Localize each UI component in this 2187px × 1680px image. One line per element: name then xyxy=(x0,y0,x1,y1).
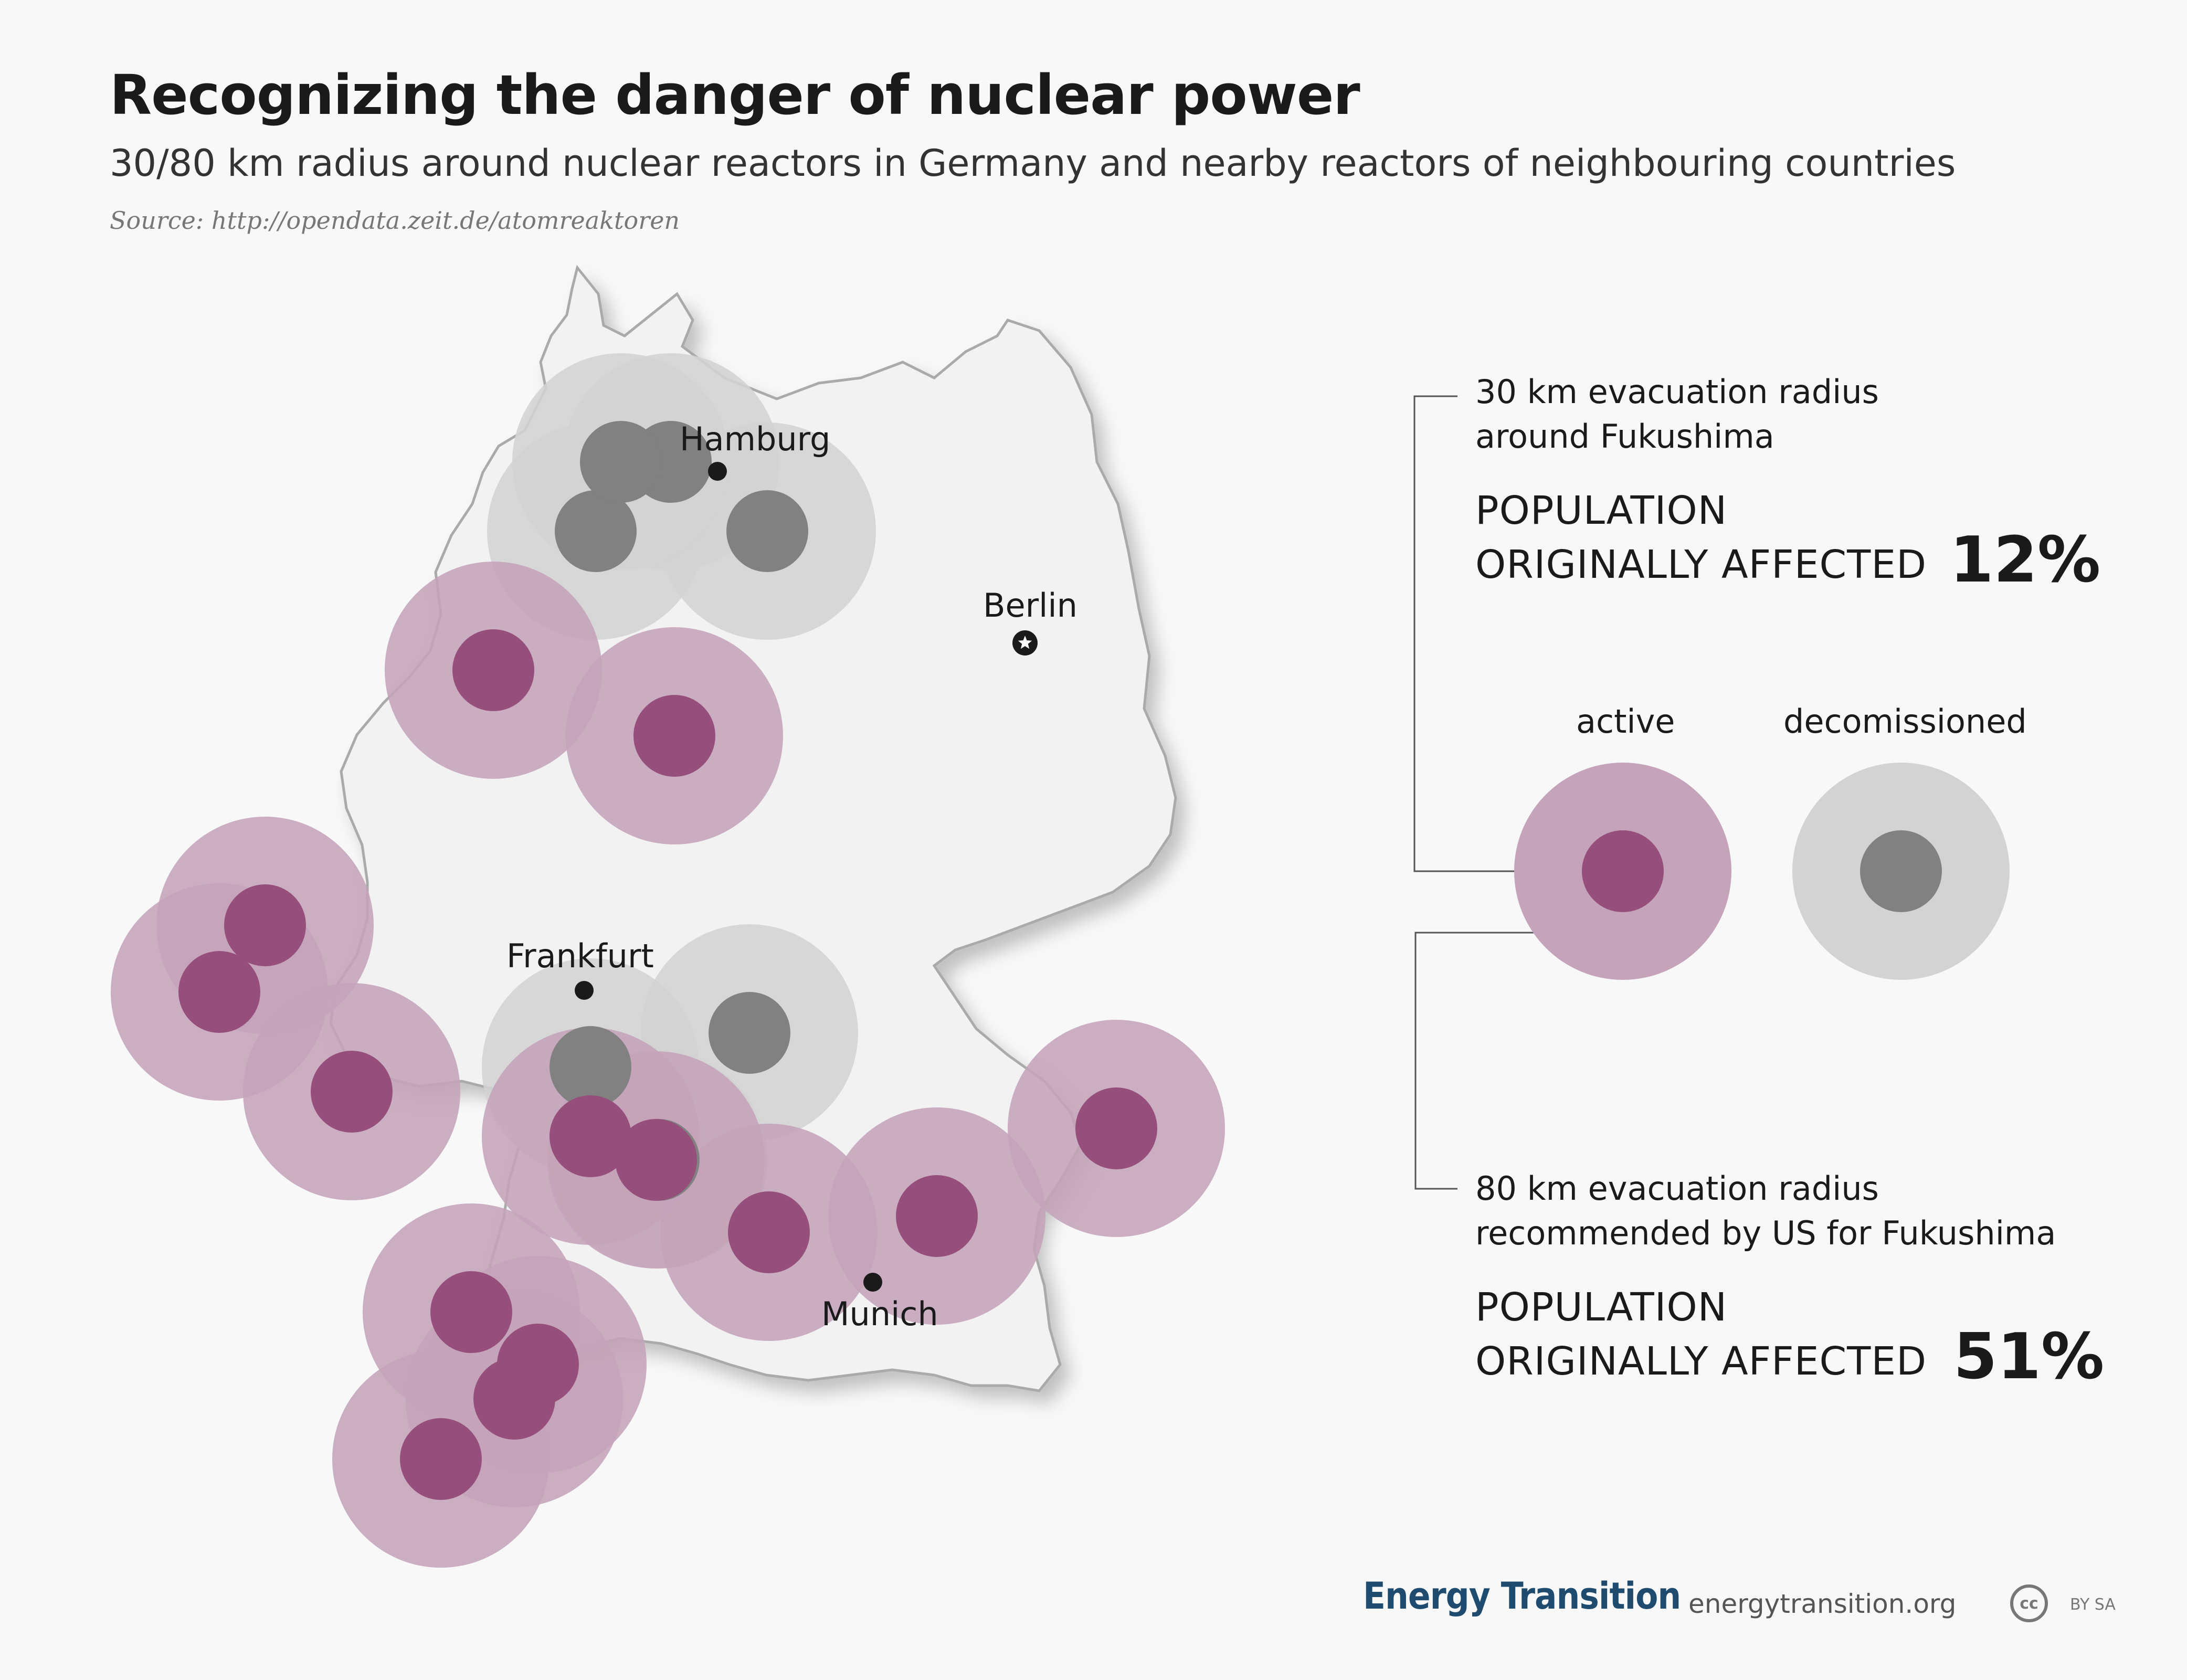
legend-30km-line1: 30 km evacuation radius xyxy=(1475,373,1879,411)
reactor-30km-radius xyxy=(709,992,790,1074)
reactor-30km-radius xyxy=(178,951,260,1033)
reactor-30km-radius xyxy=(615,1119,697,1201)
page-subtitle: 30/80 km radius around nuclear reactors … xyxy=(110,142,1956,185)
city-label-berlin: Berlin xyxy=(983,586,1077,625)
city-label-hamburg: Hamburg xyxy=(680,420,830,458)
city-label-munich: Munich xyxy=(821,1295,938,1333)
city-marker-frankfurt xyxy=(575,981,594,1000)
reactor-30km-radius xyxy=(728,1191,810,1273)
reactor-30km-radius xyxy=(580,421,662,503)
reactor-30km-radius xyxy=(1075,1087,1157,1169)
legend-30km-population-line2: ORIGINALLY AFFECTED xyxy=(1475,542,1927,587)
source-note: Source: http://opendata.zeit.de/atomreak… xyxy=(110,206,680,235)
reactor-30km-radius xyxy=(550,1026,631,1108)
reactor-30km-radius xyxy=(896,1175,978,1257)
city-marker-munich xyxy=(863,1273,882,1292)
reactor-30km-radius xyxy=(452,629,534,711)
legend-30km-line2: around Fukushima xyxy=(1475,417,1774,456)
legend-80km-line2: recommended by US for Fukushima xyxy=(1475,1214,2056,1252)
legend-80km-line1: 80 km evacuation radius xyxy=(1475,1169,1879,1208)
reactor-30km-radius xyxy=(726,490,808,572)
legend-80km-population-line1: POPULATION xyxy=(1475,1285,1728,1330)
city-marker-hamburg xyxy=(708,462,727,481)
reactor-30km-radius xyxy=(224,884,306,966)
brand-logo: Energy Transition xyxy=(1363,1575,1681,1618)
city-label-frankfurt: Frankfurt xyxy=(506,937,654,975)
legend-connector-80km xyxy=(1414,932,1577,1190)
reactor-30km-radius xyxy=(473,1358,555,1440)
reactor-30km-radius xyxy=(633,695,715,777)
legend-decommissioned-inner-circle xyxy=(1860,830,1942,912)
legend-decommissioned-label: decomissioned xyxy=(1783,702,2027,741)
legend-80km-population-line2: ORIGINALLY AFFECTED xyxy=(1475,1339,1927,1384)
reactor-30km-radius xyxy=(311,1051,393,1133)
reactor-30km-radius xyxy=(555,490,637,572)
legend-30km-population-line1: POPULATION xyxy=(1475,488,1728,533)
legend-active-label: active xyxy=(1576,702,1675,741)
reactor-30km-radius xyxy=(430,1271,512,1353)
reactor-30km-radius xyxy=(400,1418,482,1500)
creative-commons-icon: cc xyxy=(2010,1584,2048,1622)
legend-active-inner-circle xyxy=(1582,830,1664,912)
license-text: BY SA xyxy=(2070,1596,2116,1614)
legend-80km-percent: 51% xyxy=(1953,1320,2105,1393)
site-url[interactable]: energytransition.org xyxy=(1688,1589,1957,1619)
legend-30km-percent: 12% xyxy=(1950,524,2101,597)
star-icon xyxy=(1018,636,1032,649)
page-title: Recognizing the danger of nuclear power xyxy=(110,63,1360,127)
reactor-30km-radius xyxy=(550,1095,631,1177)
